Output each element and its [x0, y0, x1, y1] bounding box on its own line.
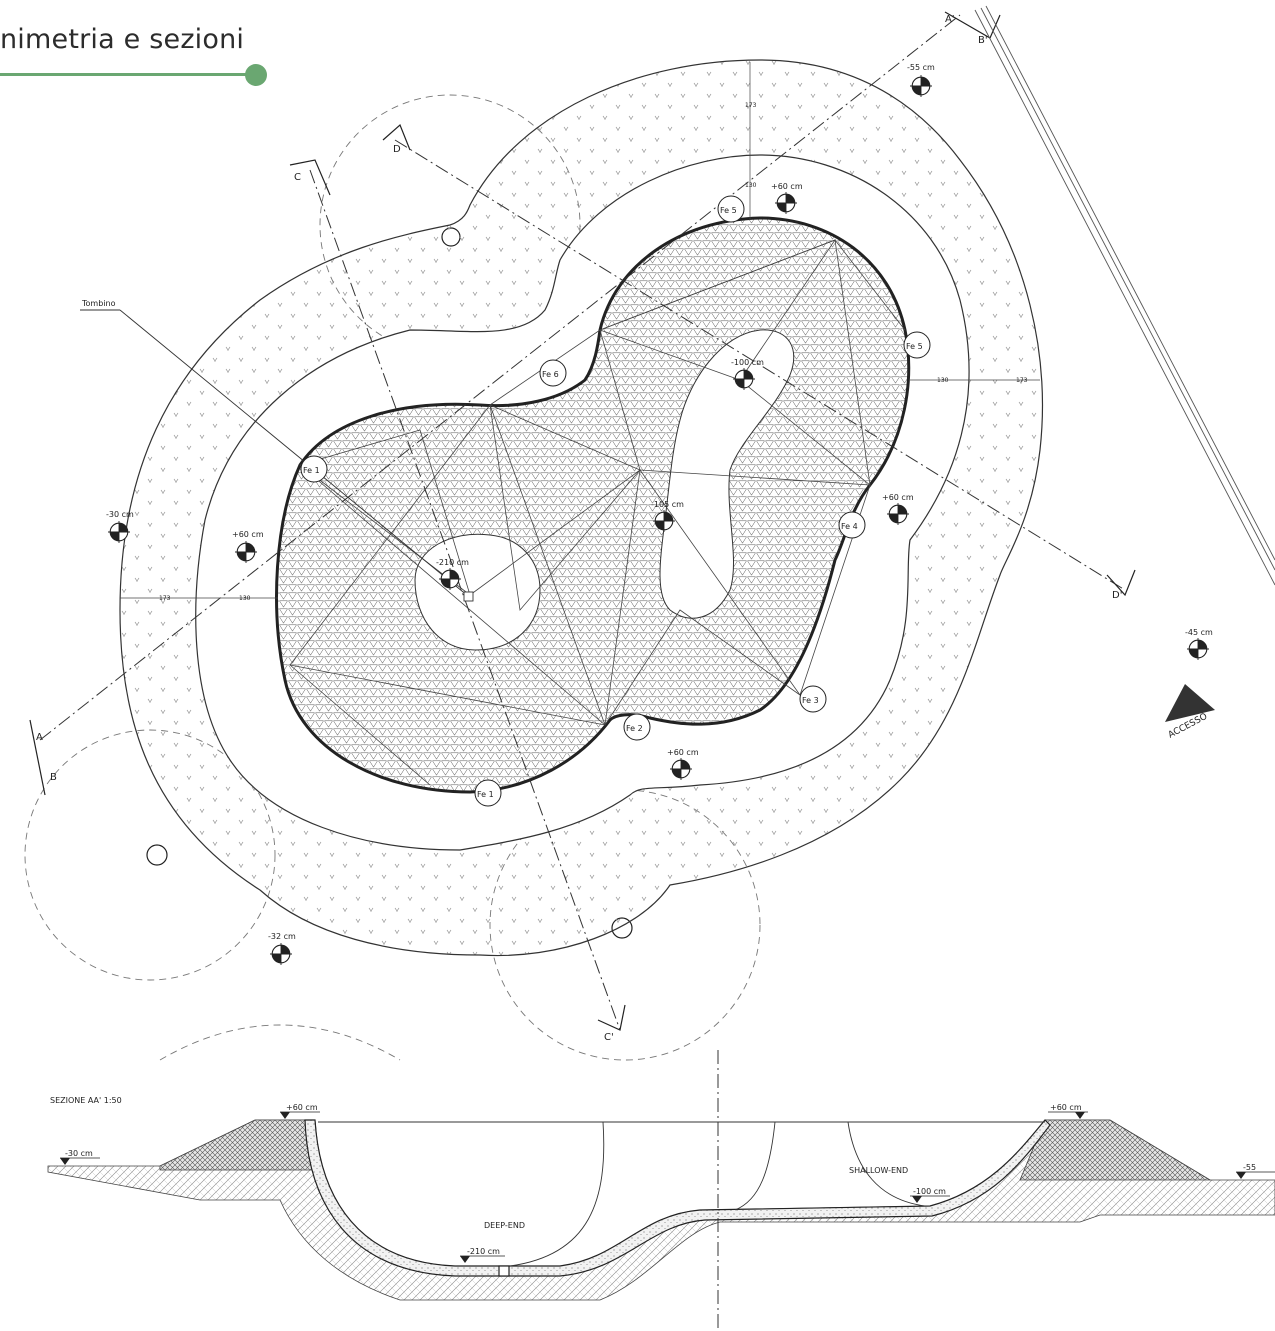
fe-label: Fe 2 — [626, 724, 643, 733]
shallow-end-label: SHALLOW-END — [849, 1166, 908, 1175]
elevation-label: -30 cm — [106, 510, 134, 519]
section-title: SEZIONE AA' 1:50 — [50, 1096, 122, 1105]
section-marker-a: A — [36, 732, 43, 743]
tombino-label: Tombino — [81, 299, 116, 308]
section-gravel-right — [1019, 1119, 1212, 1181]
dimension-label: 130 — [937, 377, 949, 384]
level-label: +60 cm — [1050, 1103, 1082, 1112]
elevation-label: -32 cm — [268, 932, 296, 941]
dimension-lines — [120, 62, 1040, 599]
elevation-label: -100 cm — [731, 358, 764, 367]
page-title: nimetria e sezioni — [0, 24, 245, 55]
level-label: -55 — [1243, 1163, 1256, 1172]
dimension-label: 130 — [239, 595, 251, 602]
elevation-label: +60 cm — [667, 748, 699, 757]
level-label: +60 cm — [286, 1103, 318, 1112]
elevation-label: -55 cm — [907, 63, 935, 72]
dimension-label: 130 — [745, 182, 757, 189]
section-view — [47, 1050, 1275, 1328]
dimension-label: 173 — [159, 595, 171, 602]
dimension-label: 173 — [1016, 377, 1028, 384]
section-drain-icon — [498, 1265, 510, 1277]
elevation-label: -105 cm — [651, 500, 684, 509]
title-block: nimetria e sezioni — [0, 0, 300, 90]
section-marker-b: B — [50, 772, 57, 783]
section-gravel-left — [159, 1119, 321, 1171]
fe-label: Fe 5 — [720, 206, 737, 215]
fe-label: Fe 4 — [841, 522, 858, 531]
level-label: -30 cm — [65, 1149, 93, 1158]
elevation-label: +60 cm — [882, 493, 914, 502]
triangulation-lines — [289, 239, 906, 786]
section-marker-d: D — [393, 144, 401, 155]
elevation-label: -45 cm — [1185, 628, 1213, 637]
section-marker-c: C — [294, 172, 301, 183]
elevation-label: -210 cm — [436, 558, 469, 567]
section-marker-b-prime: B' — [978, 35, 988, 46]
deep-end-label: DEEP-END — [484, 1221, 525, 1230]
title-bullet-dot — [245, 64, 267, 86]
dimension-label: 173 — [745, 102, 757, 109]
section-transition-curves — [509, 1121, 926, 1267]
fe-label: Fe 6 — [542, 370, 559, 379]
elevation-label: +60 cm — [232, 530, 264, 539]
fe-label: Fe 3 — [802, 696, 819, 705]
fe-label: Fe 1 — [477, 790, 494, 799]
section-marker-d-prime: D' — [1112, 590, 1122, 601]
fe-label: Fe 5 — [906, 342, 923, 351]
title-underline — [0, 73, 252, 76]
level-label: -100 cm — [913, 1187, 946, 1196]
level-label: -210 cm — [467, 1247, 500, 1256]
fe-circles — [300, 195, 931, 807]
deep-end-flat — [414, 533, 541, 651]
elevation-label: +60 cm — [771, 182, 803, 191]
section-marker-a-prime: A' — [945, 14, 955, 25]
level-triangles — [60, 1112, 1246, 1263]
plan-view — [24, 5, 1275, 1061]
access-arrow-icon — [1165, 684, 1215, 722]
road-edge — [974, 5, 1275, 586]
level-ticks — [60, 1111, 1275, 1257]
shallow-end-flat — [659, 329, 795, 619]
section-concrete-shell — [304, 1119, 1051, 1277]
fe-label: Fe 1 — [303, 466, 320, 475]
section-labels: SEZIONE AA' 1:50 DEEP-END SHALLOW-END +6… — [50, 1096, 1256, 1256]
section-marker-c-prime: C' — [604, 1032, 614, 1043]
tombino-leader — [80, 309, 474, 602]
